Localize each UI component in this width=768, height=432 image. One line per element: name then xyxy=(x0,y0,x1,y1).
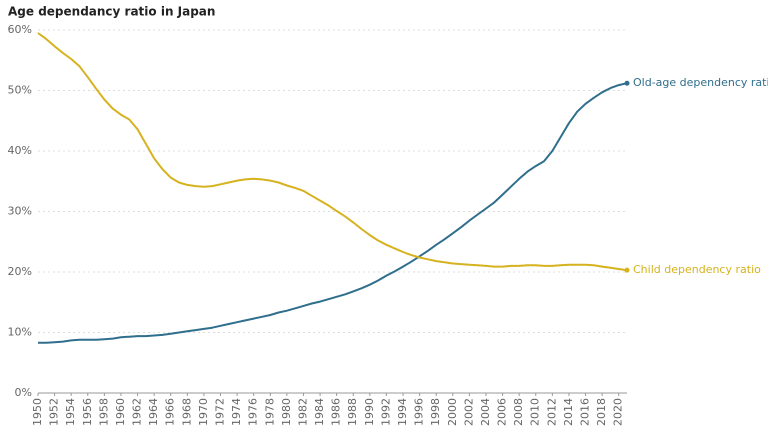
x-tick-label: 1958 xyxy=(97,398,110,426)
chart-title: Age dependancy ratio in Japan xyxy=(8,5,215,19)
end-point xyxy=(624,267,630,273)
x-tick-label: 1996 xyxy=(413,398,426,426)
x-tick-label: 2002 xyxy=(462,398,475,426)
x-tick-label: 1952 xyxy=(48,398,61,426)
x-tick-label: 2006 xyxy=(496,398,509,426)
x-tick-label: 1954 xyxy=(64,398,77,426)
x-tick-label: 1964 xyxy=(147,398,160,426)
x-tick-label: 1998 xyxy=(429,398,442,426)
x-tick-label: 1950 xyxy=(31,398,44,426)
x-tick-label: 2000 xyxy=(446,398,459,426)
x-tick-label: 1960 xyxy=(114,398,127,426)
y-tick-label: 40% xyxy=(8,144,32,157)
y-tick-label: 60% xyxy=(8,23,32,36)
y-tick-label: 50% xyxy=(8,84,32,97)
x-tick-label: 2010 xyxy=(529,398,542,426)
x-tick-label: 1978 xyxy=(263,398,276,426)
x-tick-label: 1990 xyxy=(363,398,376,426)
x-tick-label: 1980 xyxy=(280,398,293,426)
series-label: Old-age dependency ratio xyxy=(633,76,768,89)
x-tick-label: 2004 xyxy=(479,398,492,426)
x-tick-label: 2012 xyxy=(545,398,558,426)
x-tick-label: 1962 xyxy=(131,398,144,426)
x-tick-label: 1986 xyxy=(330,398,343,426)
x-tick-label: 1956 xyxy=(81,398,94,426)
y-tick-label: 0% xyxy=(15,386,32,399)
x-tick-label: 1992 xyxy=(379,398,392,426)
x-tick-label: 1984 xyxy=(313,398,326,426)
x-tick-label: 2020 xyxy=(612,398,625,426)
series-label: Child dependency ratio xyxy=(633,263,761,276)
x-tick-label: 2014 xyxy=(562,398,575,426)
x-tick-label: 1982 xyxy=(296,398,309,426)
line xyxy=(38,82,628,344)
x-tick-label: 1976 xyxy=(247,398,260,426)
x-tick-label: 1968 xyxy=(180,398,193,426)
x-tick-label: 2018 xyxy=(595,398,608,426)
line xyxy=(37,32,628,272)
x-tick-label: 1994 xyxy=(396,398,409,426)
y-tick-label: 20% xyxy=(8,265,32,278)
x-tick-label: 2016 xyxy=(579,398,592,426)
x-tick-label: 1966 xyxy=(164,398,177,426)
x-tick-label: 1988 xyxy=(346,398,359,426)
x-tick-label: 2008 xyxy=(512,398,525,426)
y-tick-label: 30% xyxy=(8,205,32,218)
x-tick-label: 1970 xyxy=(197,398,210,426)
x-tick-label: 1974 xyxy=(230,398,243,426)
y-tick-label: 10% xyxy=(8,326,32,339)
x-tick-label: 1972 xyxy=(214,398,227,426)
end-point xyxy=(624,80,630,86)
